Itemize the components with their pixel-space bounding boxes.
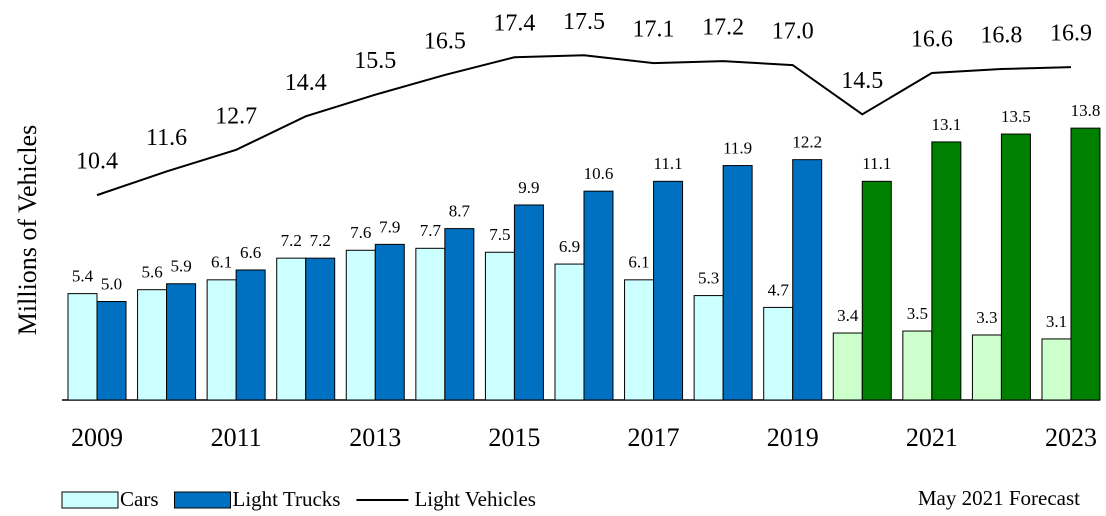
data-label: 6.6 bbox=[240, 243, 261, 262]
data-label: 3.1 bbox=[1046, 312, 1067, 331]
data-label: 13.8 bbox=[1071, 101, 1101, 120]
x-tick-label: 2015 bbox=[488, 423, 540, 452]
bar bbox=[67, 293, 98, 401]
bar bbox=[206, 279, 237, 401]
bar bbox=[722, 165, 753, 401]
bar bbox=[235, 269, 266, 401]
bar bbox=[583, 190, 614, 401]
data-label: 10.6 bbox=[584, 164, 614, 183]
data-label: 5.3 bbox=[698, 268, 719, 287]
bar bbox=[166, 283, 197, 401]
data-label: 3.5 bbox=[907, 304, 928, 323]
bar bbox=[832, 332, 863, 401]
data-label: 12.2 bbox=[792, 133, 822, 152]
data-label: 3.4 bbox=[837, 306, 859, 325]
bar bbox=[861, 180, 892, 401]
bar bbox=[96, 301, 127, 401]
bar bbox=[792, 159, 823, 401]
data-label: 9.9 bbox=[518, 178, 539, 197]
bar bbox=[444, 228, 475, 401]
data-label: 10.4 bbox=[76, 149, 118, 175]
bar bbox=[484, 251, 515, 401]
data-label: 6.1 bbox=[628, 253, 649, 272]
data-label: 6.1 bbox=[211, 253, 232, 272]
data-label: 17.1 bbox=[633, 17, 675, 43]
annotation: May 2021 Forecast bbox=[918, 486, 1080, 510]
data-label: 5.9 bbox=[170, 257, 191, 276]
data-label: 4.7 bbox=[768, 280, 790, 299]
bar bbox=[276, 257, 307, 401]
bar bbox=[345, 249, 376, 401]
data-label: 7.7 bbox=[420, 221, 442, 240]
data-label: 7.6 bbox=[350, 223, 371, 242]
bar bbox=[971, 334, 1002, 401]
data-label: 16.5 bbox=[424, 28, 466, 54]
bar bbox=[1000, 133, 1031, 401]
data-label: 15.5 bbox=[354, 48, 396, 74]
x-tick-label: 2009 bbox=[71, 423, 123, 452]
data-label: 6.9 bbox=[559, 237, 580, 256]
line bbox=[96, 54, 1072, 197]
data-label: 3.3 bbox=[976, 308, 997, 327]
x-tick-label: 2013 bbox=[349, 423, 401, 452]
data-label: 7.9 bbox=[379, 217, 400, 236]
bar bbox=[305, 257, 336, 401]
data-label: 17.4 bbox=[493, 11, 535, 37]
data-label: 12.7 bbox=[215, 103, 257, 129]
data-label: 11.1 bbox=[653, 154, 682, 173]
x-tick-label: 2021 bbox=[906, 423, 958, 452]
bar bbox=[763, 306, 794, 401]
data-label: 11.9 bbox=[723, 138, 752, 157]
data-label: 13.1 bbox=[931, 115, 961, 134]
bar bbox=[1070, 127, 1101, 401]
bar bbox=[415, 247, 446, 401]
bar bbox=[513, 204, 544, 401]
data-label: 7.2 bbox=[310, 231, 331, 250]
x-tick-label: 2019 bbox=[767, 423, 819, 452]
data-label: 16.8 bbox=[980, 23, 1022, 49]
data-label: 7.5 bbox=[489, 225, 510, 244]
bar bbox=[1041, 338, 1072, 401]
data-label: 8.7 bbox=[449, 202, 471, 221]
legend-label: Light Trucks bbox=[233, 487, 341, 511]
data-label: 16.9 bbox=[1050, 21, 1092, 47]
bar bbox=[624, 279, 655, 401]
y-axis-label: Millions of Vehicles bbox=[13, 125, 42, 335]
x-tick-label: 2023 bbox=[1045, 423, 1097, 452]
bar bbox=[554, 263, 585, 401]
data-label: 17.2 bbox=[702, 15, 744, 41]
legend-swatch bbox=[174, 491, 231, 509]
x-tick-label: 2011 bbox=[211, 423, 262, 452]
bar bbox=[374, 243, 405, 401]
data-label: 13.5 bbox=[1001, 107, 1031, 126]
legend-label: Cars bbox=[120, 487, 159, 511]
bar bbox=[931, 141, 962, 401]
bar bbox=[693, 295, 724, 401]
data-label: 17.0 bbox=[772, 19, 814, 45]
data-label: 17.5 bbox=[563, 9, 605, 35]
data-label: 14.5 bbox=[841, 68, 883, 94]
data-label: 5.4 bbox=[72, 267, 94, 286]
data-label: 11.1 bbox=[862, 154, 891, 173]
bar bbox=[902, 330, 933, 401]
data-label: 16.6 bbox=[911, 26, 953, 52]
legend-label: Light Vehicles bbox=[414, 487, 536, 511]
bar bbox=[137, 289, 168, 401]
x-tick-label: 2017 bbox=[628, 423, 680, 452]
legend-swatch bbox=[61, 491, 119, 509]
bar bbox=[653, 180, 684, 401]
data-label: 14.4 bbox=[285, 70, 327, 96]
data-label: 5.6 bbox=[141, 263, 162, 282]
data-label: 11.6 bbox=[146, 125, 187, 151]
data-label: 5.0 bbox=[101, 274, 122, 293]
data-label: 7.2 bbox=[281, 231, 302, 250]
